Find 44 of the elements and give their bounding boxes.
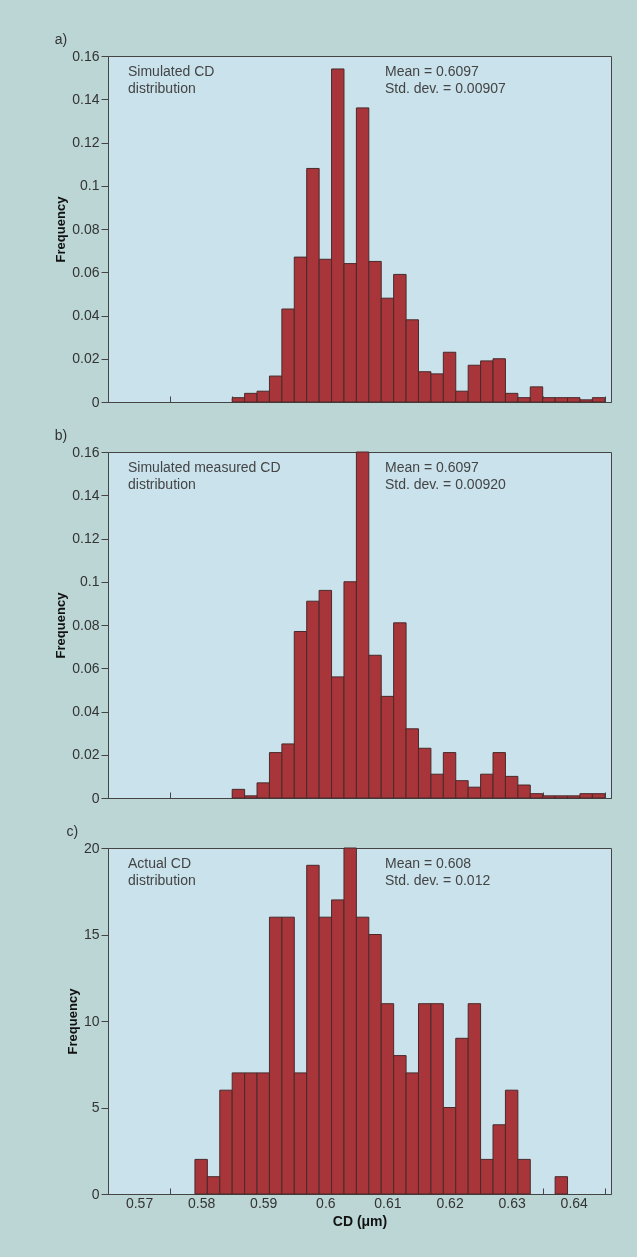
y-tick-label: 0 xyxy=(91,1185,100,1202)
y-tick-label: 0.1 xyxy=(80,573,100,590)
y-tick-label: 20 xyxy=(83,839,100,856)
y-tick-label: 0.02 xyxy=(72,350,100,367)
y-tick-label: 0 xyxy=(91,393,100,410)
y-tick-label: 0.12 xyxy=(72,134,100,150)
x-axis-title: CD (μm) xyxy=(332,1212,388,1229)
y-tick-label: 0.08 xyxy=(72,616,100,633)
annotation: Simulated measured CD distribution xyxy=(128,459,281,492)
y-tick-label: 0.06 xyxy=(72,263,100,280)
y-axis-title: Frequency xyxy=(64,987,80,1055)
y-tick-label: 0 xyxy=(91,789,100,806)
y-tick-label: 0.14 xyxy=(72,486,100,503)
annotation: Actual CD distribution xyxy=(128,855,196,888)
x-tick-label: 0.61 xyxy=(374,1194,402,1211)
y-tick-label: 0.04 xyxy=(72,703,100,719)
x-tick-label: 0.58 xyxy=(188,1194,216,1211)
x-tick-label: 0.6 xyxy=(316,1194,336,1211)
y-tick-label: 0.14 xyxy=(72,90,100,107)
y-axis-title: Frequency xyxy=(53,591,69,659)
y-tick-label: 15 xyxy=(83,926,100,942)
y-tick-label: 5 xyxy=(91,1099,100,1115)
x-tick-label: 0.64 xyxy=(560,1194,589,1211)
x-tick-label: 0.63 xyxy=(498,1194,526,1211)
y-axis-title: Frequency xyxy=(53,195,69,263)
y-tick-label: 10 xyxy=(83,1012,100,1029)
annotation: Mean = 0.6097 Std. dev. = 0.00920 xyxy=(385,459,506,492)
chart-title: b) xyxy=(54,427,68,443)
x-tick-label: 0.62 xyxy=(436,1194,464,1211)
y-tick-label: 0.12 xyxy=(72,530,100,546)
chart-title: c) xyxy=(66,823,79,839)
y-tick-label: 0.06 xyxy=(72,659,100,676)
y-tick-label: 0.08 xyxy=(72,220,100,237)
y-tick-label: 0.16 xyxy=(72,47,100,64)
chart-title: a) xyxy=(54,31,68,47)
x-tick-label: 0.57 xyxy=(125,1194,154,1211)
annotation: Mean = 0.608 Std. dev. = 0.012 xyxy=(385,855,491,888)
annotation: Simulated CD distribution xyxy=(128,63,215,96)
y-tick-label: 0.02 xyxy=(72,746,100,763)
y-tick-label: 0.16 xyxy=(72,443,100,460)
y-tick-label: 0.1 xyxy=(80,177,100,194)
x-tick-label: 0.59 xyxy=(250,1194,278,1211)
y-tick-label: 0.04 xyxy=(72,307,100,323)
annotation: Mean = 0.6097 Std. dev. = 0.00907 xyxy=(385,63,506,96)
